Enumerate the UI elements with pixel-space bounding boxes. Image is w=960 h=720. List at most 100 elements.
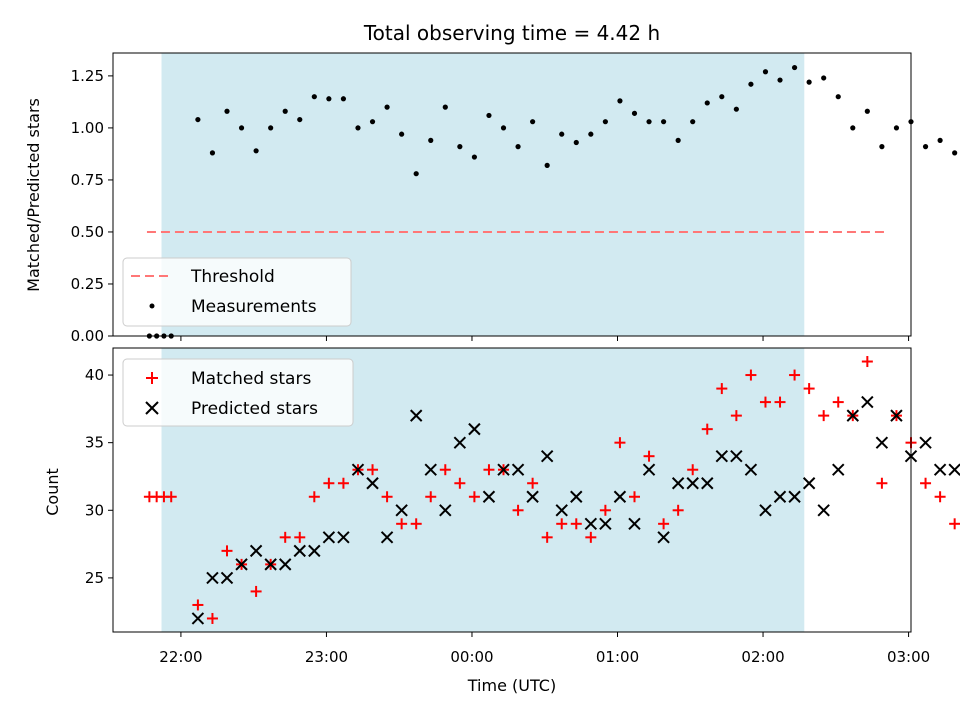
measurement-point xyxy=(340,96,347,102)
top-y-tick-label: 0.50 xyxy=(71,223,104,241)
predicted-star-point xyxy=(468,422,481,436)
x-axis-label: Time (UTC) xyxy=(467,676,556,695)
matched-star-point xyxy=(672,504,684,516)
matched-star-point xyxy=(716,383,728,395)
predicted-star-point xyxy=(715,449,729,463)
bottom-y-axis-label: Count xyxy=(43,468,62,516)
top-panel: Total observing time = 4.42 h 0.000.250.… xyxy=(24,21,958,345)
legend-measurements-swatch xyxy=(149,303,155,309)
predicted-star-point xyxy=(293,544,306,558)
matched-star-point xyxy=(687,464,699,476)
matched-star-point xyxy=(730,410,742,422)
measurement-point xyxy=(326,96,332,102)
matched-star-point xyxy=(934,491,946,503)
predicted-star-point xyxy=(424,463,437,476)
measurement-point xyxy=(544,162,550,168)
matched-star-point xyxy=(323,477,335,489)
measurement-point xyxy=(573,139,579,146)
measurement-point xyxy=(631,110,638,116)
matched-star-point xyxy=(483,464,495,476)
matched-star-point xyxy=(527,477,539,489)
x-tick-label: 01:00 xyxy=(596,648,639,666)
measurement-point xyxy=(879,144,885,150)
matched-star-point xyxy=(294,531,306,543)
predicted-star-point xyxy=(322,531,336,544)
predicted-star-point xyxy=(788,490,801,503)
top-y-tick-label: 0.75 xyxy=(71,171,104,189)
count-points xyxy=(143,356,960,625)
matched-star-point xyxy=(425,491,437,503)
predicted-star-point xyxy=(875,436,889,449)
matched-star-point xyxy=(410,518,422,530)
matched-star-point xyxy=(774,396,786,408)
measurement-point xyxy=(864,108,870,114)
measurement-point xyxy=(704,100,710,106)
x-tick-label: 23:00 xyxy=(305,648,348,666)
measurement-point xyxy=(355,125,361,131)
measurement-point xyxy=(893,125,900,131)
predicted-star-point xyxy=(584,517,598,531)
bottom-y-tick-label: 25 xyxy=(85,569,104,587)
matched-star-point xyxy=(585,531,597,543)
matched-star-point xyxy=(454,477,466,489)
predicted-star-point xyxy=(191,612,205,625)
predicted-star-point xyxy=(409,409,423,422)
top-y-tick-label: 0.25 xyxy=(71,275,104,293)
measurement-point xyxy=(268,125,274,131)
predicted-star-point xyxy=(817,504,830,517)
predicted-star-point xyxy=(453,436,467,449)
matched-star-point xyxy=(206,612,218,624)
measurement-point xyxy=(369,119,376,125)
predicted-star-point xyxy=(540,449,554,463)
legend-matched-swatch xyxy=(146,372,158,384)
matched-star-point xyxy=(381,491,393,503)
legend-predicted-label: Predicted stars xyxy=(191,399,318,419)
matched-star-point xyxy=(628,491,640,503)
matched-star-point xyxy=(250,585,262,597)
legend-threshold-label: Threshold xyxy=(190,267,275,287)
measurement-point xyxy=(384,104,390,110)
x-tick-label: 00:00 xyxy=(450,648,493,666)
predicted-star-point xyxy=(439,504,452,517)
measurement-point xyxy=(850,125,856,131)
predicted-star-point xyxy=(380,531,394,544)
predicted-star-point xyxy=(482,490,496,503)
matched-star-point xyxy=(920,477,932,489)
matched-star-point xyxy=(468,491,480,503)
predicted-star-point xyxy=(933,463,947,476)
predicted-star-point xyxy=(919,436,932,449)
x-tick-label: 03:00 xyxy=(887,648,930,666)
predicted-star-point xyxy=(395,504,408,517)
measurement-point xyxy=(253,148,259,154)
measurement-point xyxy=(821,75,827,81)
matched-star-point xyxy=(439,464,451,476)
predicted-star-point xyxy=(846,409,859,422)
measurement-point xyxy=(937,137,943,143)
top-legend-box xyxy=(122,257,352,327)
measurement-point xyxy=(530,119,536,125)
predicted-star-point xyxy=(235,558,248,571)
predicted-star-point xyxy=(599,517,612,531)
matched-star-point xyxy=(396,518,408,530)
measurement-point xyxy=(835,94,841,100)
predicted-star-point xyxy=(351,463,365,476)
matched-star-point xyxy=(643,450,655,462)
measurement-point xyxy=(806,79,812,85)
measurement-point xyxy=(457,144,463,150)
top-legend: Threshold Measurements xyxy=(122,257,352,327)
measurement-point xyxy=(690,119,696,125)
measurement-point xyxy=(297,116,303,123)
predicted-star-point xyxy=(861,395,874,409)
predicted-star-point xyxy=(773,490,787,503)
measurement-point xyxy=(559,131,565,137)
matched-star-point xyxy=(512,504,524,516)
x-tick-label: 22:00 xyxy=(159,648,202,666)
predicted-star-point xyxy=(802,477,816,490)
matched-star-point xyxy=(861,356,873,368)
measurement-point xyxy=(602,119,608,125)
predicted-star-point xyxy=(657,531,670,544)
predicted-star-point xyxy=(249,544,263,558)
matched-star-point xyxy=(541,531,553,543)
matched-star-point xyxy=(192,599,204,611)
